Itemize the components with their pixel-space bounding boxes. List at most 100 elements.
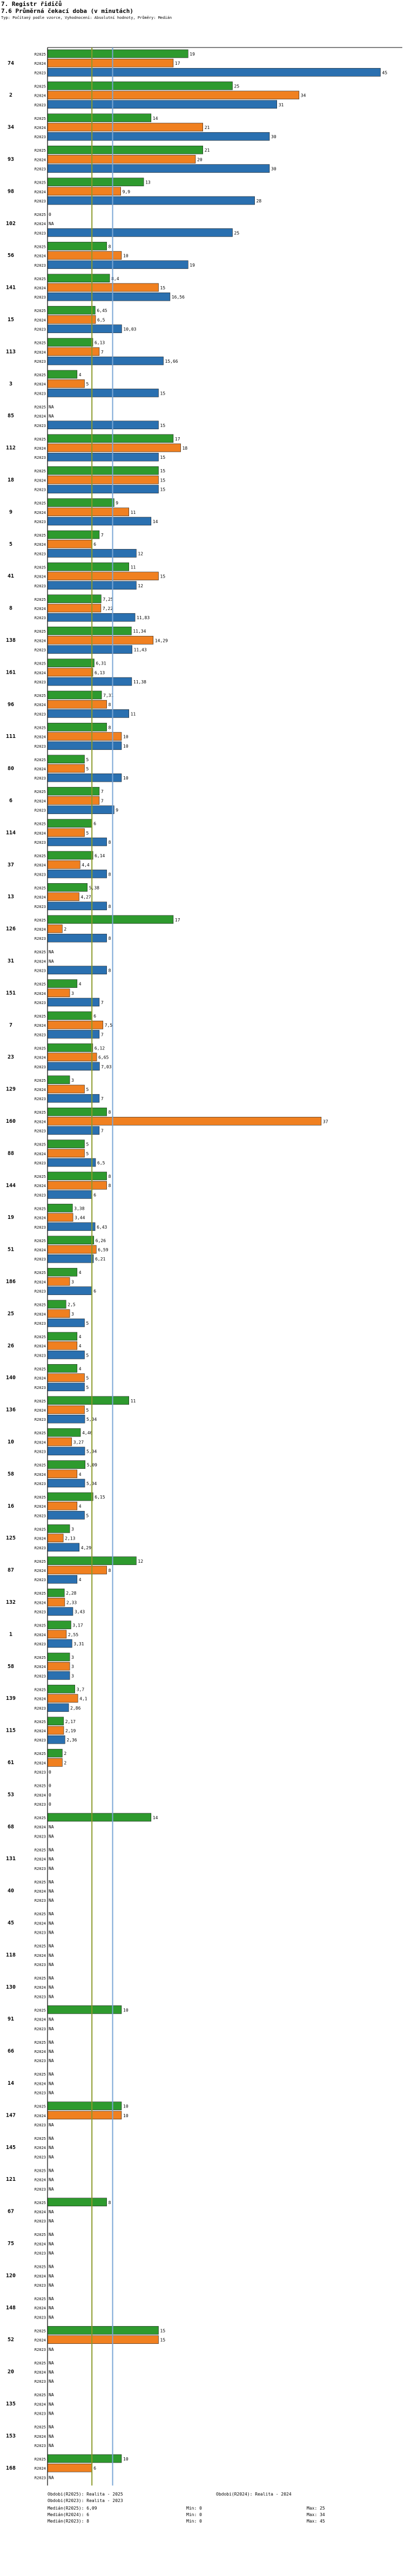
category-label: 8 [9, 606, 12, 612]
data-label: 5 [86, 382, 89, 387]
data-label: 6,65 [98, 1055, 109, 1060]
series-row-label: R2023 [35, 905, 46, 909]
series-row-label: R2023 [35, 1834, 46, 1839]
bar-r2024 [47, 636, 154, 645]
data-label: NA [49, 2058, 54, 2063]
series-row-label: R2025 [35, 1624, 46, 1628]
category-label: 25 [8, 1311, 14, 1317]
data-label: NA [49, 1921, 54, 1926]
series-row-label: R2025 [35, 469, 46, 473]
data-label: 0 [49, 212, 51, 217]
data-label: NA [49, 2209, 54, 2214]
series-row-label: R2024 [35, 478, 46, 483]
bar-r2023 [47, 837, 107, 846]
data-label: 3,44 [75, 1216, 85, 1221]
category-label: 161 [6, 669, 16, 675]
bar-r2025 [47, 883, 88, 892]
series-row-label: R2023 [35, 1001, 46, 1005]
data-label: 4 [79, 1344, 82, 1348]
series-row-label: R2024 [35, 1825, 46, 1829]
series-row-label: R2023 [35, 2187, 46, 2192]
data-label: 28 [256, 199, 262, 204]
series-row-label: R2023 [35, 584, 46, 588]
data-label: 6 [93, 822, 96, 826]
series-row-label: R2023 [35, 2252, 46, 2256]
data-label: 2,5 [68, 1303, 76, 1307]
data-label: NA [49, 221, 54, 226]
series-row-label: R2024 [35, 2082, 46, 2086]
category-label: 120 [6, 2273, 16, 2279]
data-label: 13 [145, 180, 151, 185]
series-row-label: R2024 [35, 511, 46, 515]
data-label: 4,4 [82, 863, 90, 867]
data-label: NA [49, 2145, 54, 2150]
data-label: NA [49, 2443, 54, 2448]
data-label: 2,17 [65, 1719, 76, 1724]
series-row-label: R2025 [35, 1944, 46, 1949]
series-row-label: R2025 [35, 84, 46, 89]
legend-entry: Obdobi(R2025): Realita - 2025 [48, 2492, 123, 2497]
data-label: 15 [160, 487, 166, 492]
series-row-label: R2023 [35, 1129, 46, 1134]
median-stat: Medián(R2024): 6 [48, 2512, 90, 2518]
data-label: 5,38 [89, 885, 99, 890]
bar-r2024 [47, 1726, 64, 1735]
series-row-label: R2025 [35, 1848, 46, 1852]
series-row-label: R2023 [35, 360, 46, 364]
bar-r2023 [47, 1703, 69, 1712]
data-label: NA [49, 2274, 54, 2279]
series-row-label: R2024 [35, 799, 46, 803]
bar-r2025 [47, 1300, 66, 1309]
data-label: 6,26 [96, 1238, 106, 1243]
series-row-label: R2024 [35, 1312, 46, 1317]
series-row-label: R2023 [35, 1257, 46, 1262]
data-label: 5 [86, 1376, 89, 1381]
data-label: 21 [205, 148, 210, 153]
data-label: 2 [64, 1760, 66, 1765]
bar-r2023 [47, 966, 107, 974]
data-label: 6 [93, 1289, 96, 1294]
data-label: 5 [86, 1408, 89, 1413]
series-row-label: R2023 [35, 712, 46, 716]
series-row-label: R2025 [35, 2457, 46, 2462]
data-label: 5 [86, 757, 89, 762]
series-row-label: R2025 [35, 1206, 46, 1211]
data-label: 30 [271, 134, 276, 139]
series-row-label: R2025 [35, 148, 46, 153]
data-label: 10 [123, 2457, 129, 2462]
series-row-label: R2025 [35, 1046, 46, 1050]
data-label: NA [49, 1866, 54, 1871]
series-row-label: R2025 [35, 309, 46, 313]
data-label: 10 [123, 254, 129, 259]
bar-r2025 [47, 1043, 93, 1052]
series-row-label: R2023 [35, 2283, 46, 2288]
series-row-label: R2024 [35, 2178, 46, 2182]
bar-r2025 [47, 434, 174, 443]
series-row-label: R2025 [35, 1143, 46, 1147]
series-row-label: R2023 [35, 231, 46, 235]
data-label: 6,21 [95, 1257, 105, 1262]
data-label: NA [49, 1985, 54, 1990]
bar-r2025 [47, 851, 93, 860]
bar-r2025 [47, 915, 174, 924]
category-label: 160 [6, 1118, 16, 1124]
data-label: 0 [49, 1802, 51, 1807]
series-row-label: R2024 [35, 1729, 46, 1733]
data-label: 3 [71, 991, 74, 996]
bar-r2025 [47, 2326, 159, 2335]
series-row-label: R2024 [35, 607, 46, 611]
data-label: NA [49, 2232, 54, 2237]
series-row-label: R2023 [35, 1193, 46, 1197]
series-row-label: R2025 [35, 1656, 46, 1660]
category-label: 26 [8, 1343, 14, 1349]
series-row-label: R2024 [35, 318, 46, 322]
series-row-label: R2025 [35, 790, 46, 794]
data-label: NA [49, 2026, 54, 2031]
data-label: 21 [205, 125, 210, 130]
series-row-label: R2025 [35, 982, 46, 987]
series-row-label: R2025 [35, 277, 46, 281]
category-label: 20 [8, 2369, 14, 2375]
bar-r2024 [47, 251, 122, 260]
data-label: 4,29 [81, 1545, 91, 1550]
series-row-label: R2025 [35, 2329, 46, 2333]
